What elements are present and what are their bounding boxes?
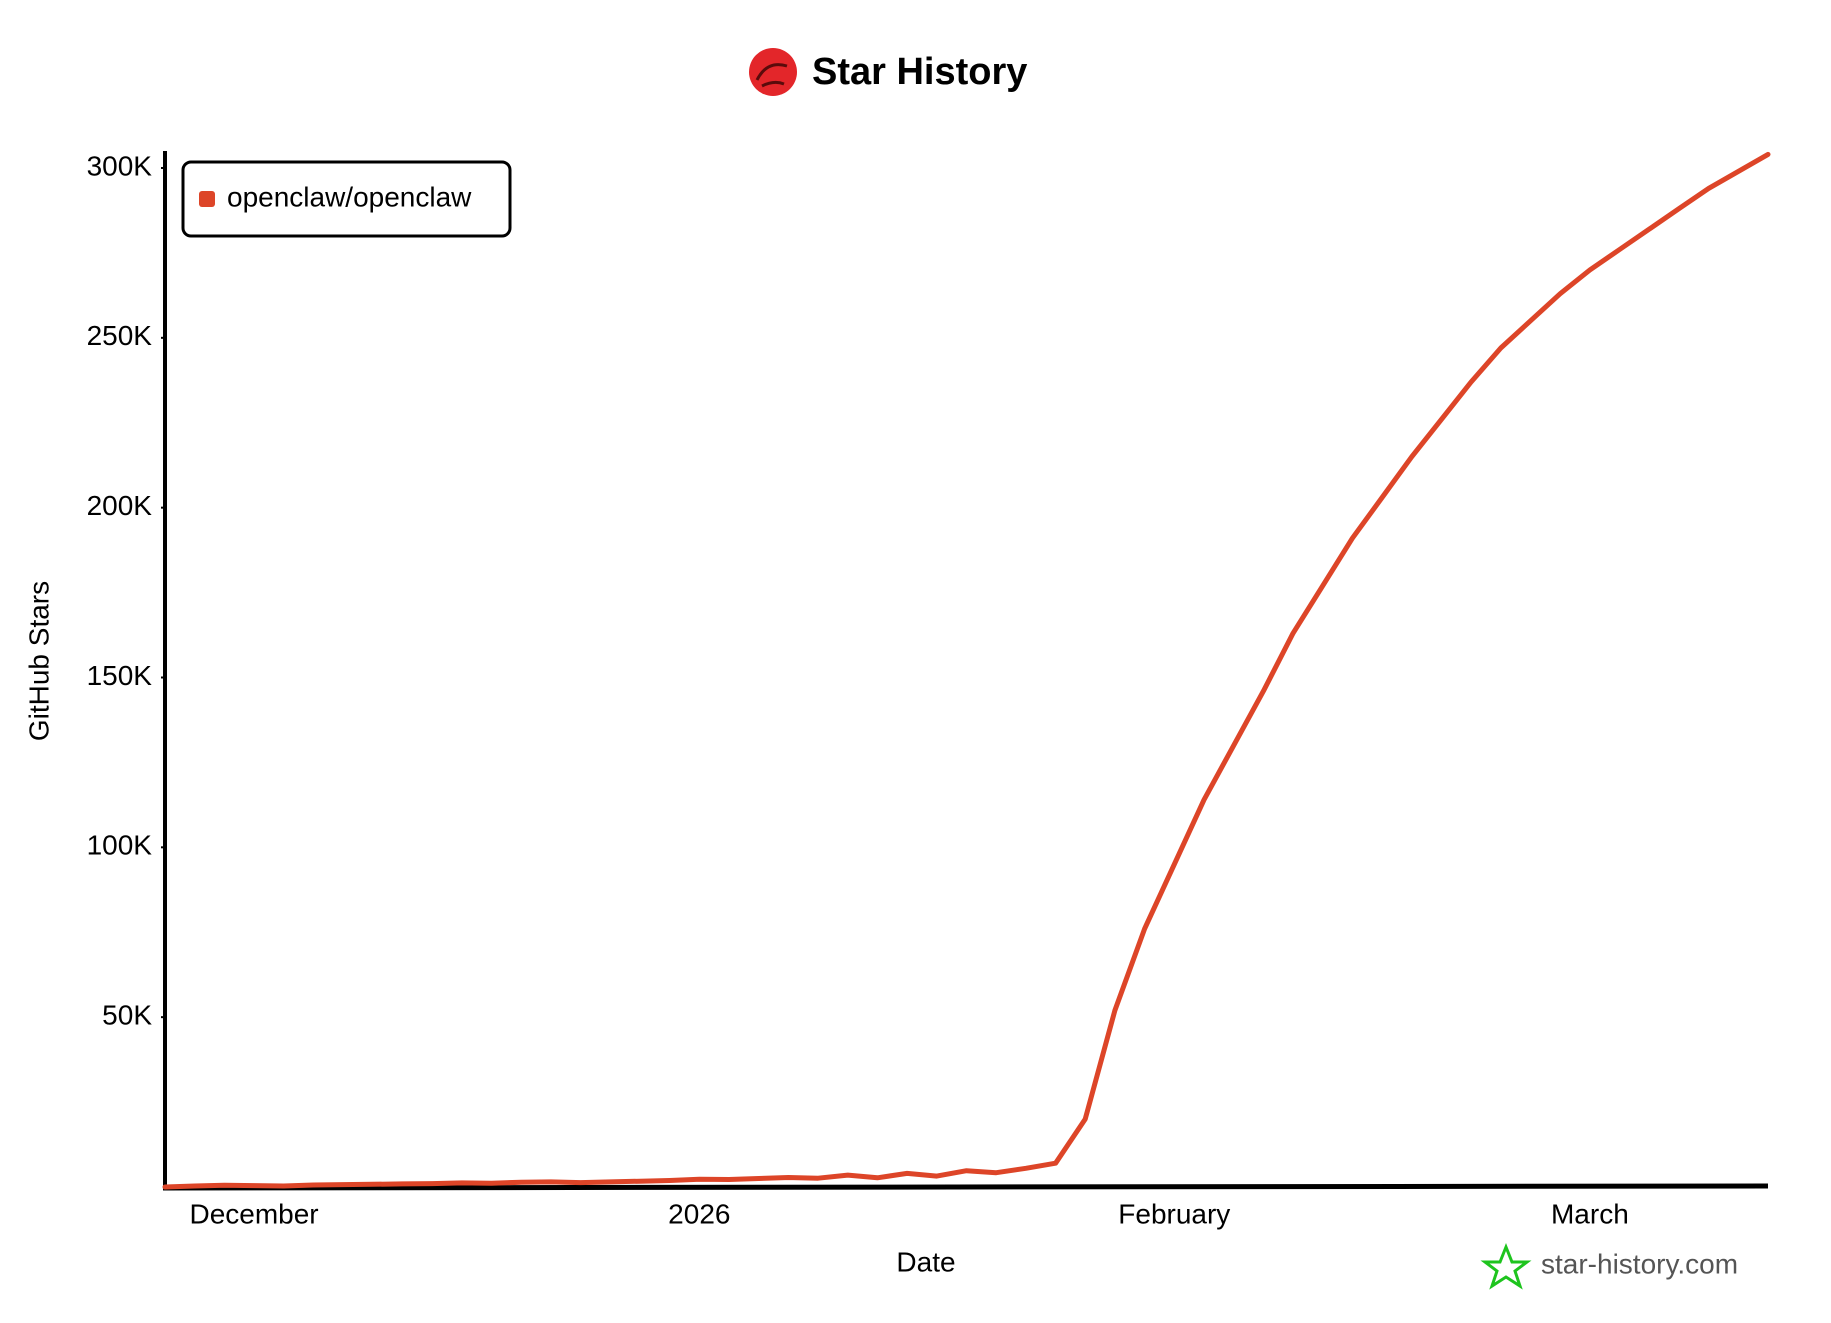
y-tick-label: 100K — [87, 830, 153, 861]
y-tick-label: 50K — [102, 1000, 152, 1031]
y-tick-label: 150K — [87, 660, 153, 691]
x-axis-title: Date — [896, 1246, 955, 1277]
y-tick-label: 200K — [87, 490, 153, 521]
series-line — [162, 151, 1771, 1190]
x-tick-label: March — [1551, 1198, 1629, 1229]
y-axis-title: GitHub Stars — [23, 581, 54, 741]
legend-label: openclaw/openclaw — [227, 181, 472, 212]
legend-box — [181, 160, 512, 238]
watermark-icon — [1480, 1242, 1532, 1290]
x-tick-label: December — [189, 1198, 318, 1229]
title-icon — [749, 48, 797, 96]
x-tick-label: February — [1118, 1198, 1230, 1229]
x-tick-label: 2026 — [668, 1198, 730, 1229]
y-tick-label: 300K — [87, 150, 153, 181]
legend-swatch — [199, 191, 215, 207]
watermark: star-history.com — [1541, 1248, 1738, 1279]
chart-title: Star History — [812, 51, 1027, 93]
y-tick-label: 250K — [87, 320, 153, 351]
x-axis — [162, 1183, 1769, 1191]
